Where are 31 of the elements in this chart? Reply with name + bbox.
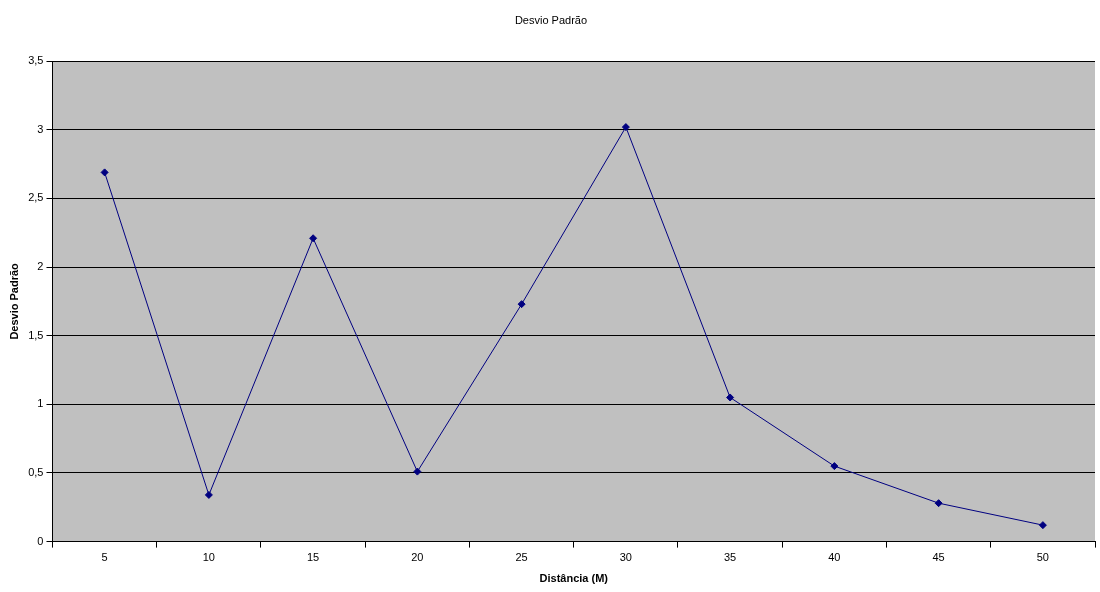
y-axis-title: Desvio Padrão (7, 262, 20, 340)
point (204, 490, 213, 499)
point (413, 467, 422, 476)
point (621, 123, 630, 132)
chart-title: Desvio Padrão (514, 13, 588, 26)
point (1038, 521, 1047, 530)
x-tick-label: 25 (515, 551, 528, 564)
point (309, 234, 318, 243)
y-tick-label: 3,5 (28, 54, 44, 67)
point (517, 300, 526, 309)
y-tick-label: 0,5 (28, 466, 44, 478)
y-tick-label: 2 (37, 260, 44, 273)
point (100, 168, 109, 177)
x-tick-label: 20 (411, 551, 424, 564)
y-tick-label: 3 (37, 122, 44, 135)
point (830, 462, 839, 471)
x-tick-label: 10 (202, 551, 215, 564)
x-tick-label: 15 (306, 551, 320, 564)
point (726, 393, 735, 402)
x-tick-label: 50 (1036, 551, 1049, 564)
y-tick-label: 1 (37, 397, 44, 410)
point (934, 499, 943, 508)
y-tick-label: 0 (37, 534, 44, 547)
x-axis-title: Distância (M) (539, 572, 609, 585)
x-tick-label: 45 (932, 551, 945, 564)
x-tick-label: 5 (101, 551, 108, 564)
x-tick-label: 30 (619, 551, 632, 564)
y-tick-label: 2,5 (28, 191, 44, 204)
y-tick-label: 1,5 (28, 328, 44, 341)
x-tick-label: 40 (828, 551, 841, 564)
x-tick-label: 35 (724, 551, 737, 564)
